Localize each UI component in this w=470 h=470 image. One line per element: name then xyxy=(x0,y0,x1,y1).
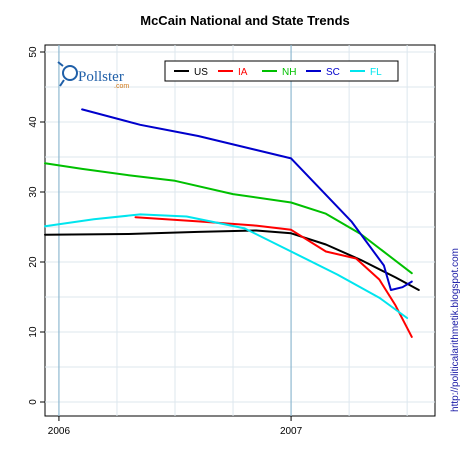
y-tick-label: 40 xyxy=(28,116,39,128)
y-tick-label: 10 xyxy=(28,326,39,338)
legend-label-fl: FL xyxy=(370,67,382,78)
x-tick-label: 2006 xyxy=(48,426,71,437)
series-lines xyxy=(44,108,420,338)
credit-url: http://politicalarithmetik.blogspot.com xyxy=(450,248,461,412)
axes: 0 10 20 30 40 50 2006 2007 xyxy=(28,46,303,437)
x-tick-label: 2007 xyxy=(280,426,303,437)
logo-wordmark: Pollster xyxy=(78,69,124,85)
legend-label-nh: NH xyxy=(282,67,296,78)
legend-label-us: US xyxy=(194,67,208,78)
series-line-fl xyxy=(44,213,409,319)
legend: US IA NH SC FL xyxy=(164,60,399,82)
chart-title: McCain National and State Trends xyxy=(140,13,350,28)
series-line-us xyxy=(44,229,420,291)
series-line-nh xyxy=(44,162,413,275)
legend-label-ia: IA xyxy=(238,67,248,78)
logo-suffix: .com xyxy=(114,83,129,90)
series-line-sc xyxy=(81,108,413,291)
y-tick-label: 20 xyxy=(28,256,39,268)
y-tick-label: 0 xyxy=(28,399,39,405)
y-tick-label: 30 xyxy=(28,186,39,198)
legend-label-sc: SC xyxy=(326,67,340,78)
pollster-logo: Pollster .com xyxy=(57,61,129,90)
y-tick-label: 50 xyxy=(28,46,39,58)
legend-box xyxy=(164,60,399,82)
logo-mark-icon xyxy=(57,61,78,87)
